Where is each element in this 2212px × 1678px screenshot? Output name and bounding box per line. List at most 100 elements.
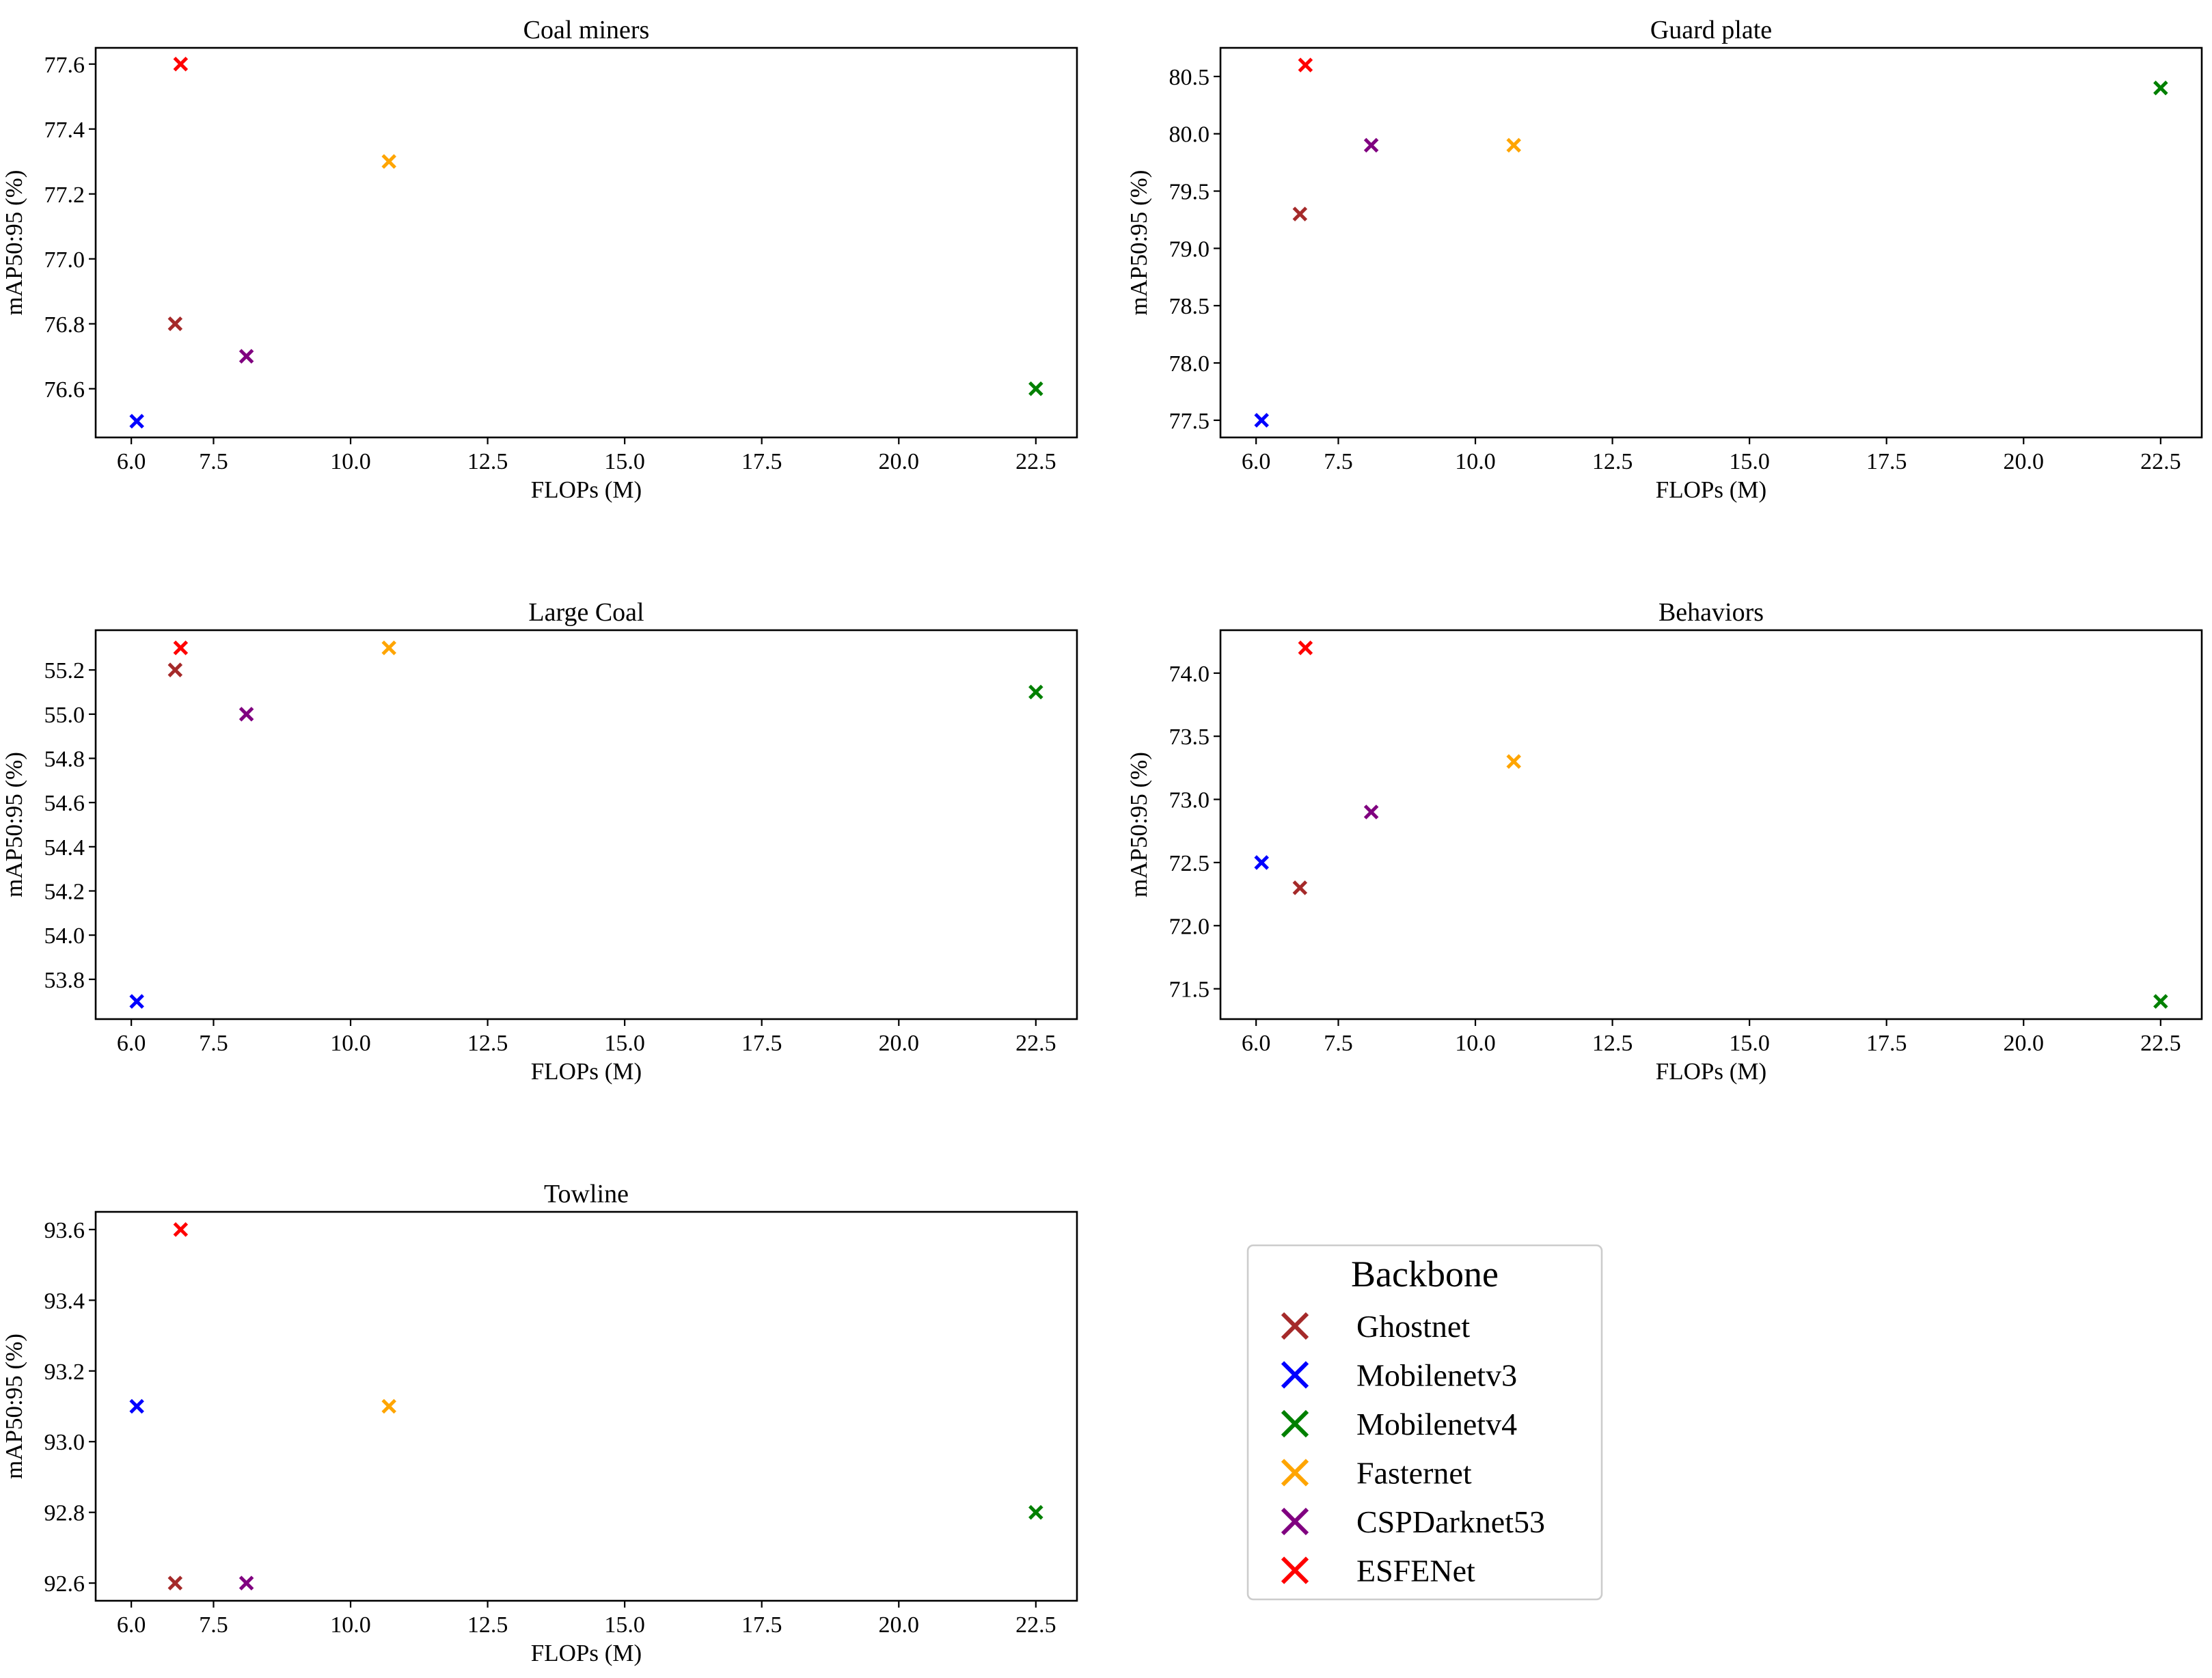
- x-tick-label: 12.5: [1592, 1031, 1633, 1056]
- point-stroke: [129, 994, 144, 1009]
- y-tick-label: 76.8: [44, 312, 85, 338]
- x-tick-label: 22.5: [1015, 1612, 1056, 1638]
- data-point-fasternet: [1506, 137, 1521, 153]
- data-point-ghostnet: [167, 662, 183, 677]
- y-tick-label: 53.8: [44, 968, 85, 993]
- marker-stroke: [1281, 1507, 1309, 1536]
- data-point-ghostnet: [167, 1575, 183, 1591]
- point-stroke: [1506, 754, 1521, 769]
- y-axis-label: mAP50:95 (%): [1125, 170, 1152, 316]
- x-tick-label: 20.0: [2004, 449, 2045, 474]
- legend-label: Fasternet: [1356, 1456, 1472, 1491]
- point-stroke: [238, 349, 254, 364]
- point-stroke: [2153, 994, 2168, 1009]
- data-point-mobilenetv3: [1254, 855, 1269, 870]
- y-axis-label: mAP50:95 (%): [1, 752, 27, 897]
- legend-marker-icon: [1281, 1507, 1309, 1536]
- data-point-cspdarknet53: [1363, 804, 1379, 820]
- x-tick-label: 7.5: [1324, 1031, 1353, 1056]
- y-tick-label: 54.0: [44, 923, 85, 949]
- x-axis-label: FLOPs (M): [531, 1058, 642, 1085]
- point-stroke: [1028, 684, 1043, 700]
- legend: Backbone Ghostnet Mobilenetv3 Mobilenetv4 F…: [1246, 1244, 1603, 1601]
- data-point-esfenet: [1298, 640, 1313, 655]
- point-stroke: [173, 1222, 189, 1237]
- point-stroke: [238, 1575, 254, 1591]
- legend-label: CSPDarknet53: [1356, 1504, 1545, 1539]
- y-tick-label: 79.5: [1169, 180, 1210, 205]
- data-point-esfenet: [1298, 57, 1313, 72]
- x-tick-label: 17.5: [741, 1031, 782, 1056]
- legend-title: Backbone: [1351, 1254, 1499, 1295]
- charts-layer: Coal miners 6.0 7.5 10.0 12.5 15.0 17.5 20.0 22.…: [1, 16, 2203, 1666]
- data-point-mobilenetv4: [2153, 80, 2168, 96]
- data-point-mobilenetv3: [129, 1398, 144, 1414]
- x-tick-label: 15.0: [604, 1031, 645, 1056]
- y-tick-label: 73.5: [1169, 725, 1210, 750]
- x-tick-label: 10.0: [330, 1612, 371, 1638]
- data-point-mobilenetv3: [129, 414, 144, 429]
- data-point-esfenet: [173, 640, 189, 655]
- point-stroke: [129, 1398, 144, 1414]
- y-tick-label: 92.6: [44, 1571, 85, 1597]
- x-tick-label: 15.0: [604, 1612, 645, 1638]
- point-stroke: [1363, 137, 1379, 153]
- y-tick-label: 71.5: [1169, 977, 1210, 1003]
- x-tick-label: 10.0: [330, 449, 371, 474]
- data-point-mobilenetv3: [129, 994, 144, 1009]
- x-tick-label: 20.0: [879, 1612, 920, 1638]
- chart-coal-miners: Coal miners 6.0 7.5 10.0 12.5 15.0 17.5 20.0 22.…: [1, 16, 1078, 503]
- data-point-fasternet: [381, 154, 396, 170]
- legend-entry-ghostnet: Ghostnet: [1281, 1309, 1470, 1344]
- y-axis-label: mAP50:95 (%): [1125, 752, 1152, 897]
- x-tick-label: 6.0: [1242, 449, 1271, 474]
- chart-title: Guard plate: [1650, 16, 1772, 44]
- y-tick-label: 55.0: [44, 703, 85, 728]
- data-point-cspdarknet53: [238, 1575, 254, 1591]
- x-tick-label: 15.0: [604, 449, 645, 474]
- x-tick-label: 22.5: [2140, 449, 2181, 474]
- data-point-esfenet: [173, 56, 189, 72]
- data-point-cspdarknet53: [238, 707, 254, 722]
- x-tick-label: 7.5: [199, 1031, 228, 1056]
- y-tick-label: 74.0: [1169, 662, 1210, 687]
- legend-marker-icon: [1281, 1409, 1309, 1438]
- data-point-ghostnet: [1292, 206, 1308, 221]
- data-point-esfenet: [173, 1222, 189, 1237]
- point-stroke: [167, 1575, 183, 1591]
- x-tick-label: 6.0: [1242, 1031, 1271, 1056]
- x-tick-label: 12.5: [467, 1612, 508, 1638]
- y-axis-label: mAP50:95 (%): [1, 170, 27, 316]
- y-tick-label: 93.0: [44, 1430, 85, 1455]
- x-axis-label: FLOPs (M): [1656, 1058, 1766, 1085]
- y-tick-label: 72.0: [1169, 914, 1210, 939]
- legend-marker-icon: [1281, 1361, 1309, 1389]
- point-stroke: [173, 640, 189, 655]
- x-tick-label: 17.5: [1866, 1031, 1907, 1056]
- x-tick-label: 12.5: [1592, 449, 1633, 474]
- y-tick-label: 54.2: [44, 879, 85, 904]
- x-tick-label: 10.0: [1455, 1031, 1496, 1056]
- point-stroke: [1506, 137, 1521, 153]
- y-tick-label: 79.0: [1169, 236, 1210, 262]
- data-point-cspdarknet53: [1363, 137, 1379, 153]
- point-stroke: [1292, 880, 1308, 895]
- x-tick-label: 15.0: [1729, 449, 1770, 474]
- marker-stroke: [1281, 1409, 1309, 1438]
- x-tick-label: 10.0: [330, 1031, 371, 1056]
- y-tick-label: 72.5: [1169, 851, 1210, 876]
- x-tick-label: 7.5: [199, 449, 228, 474]
- x-tick-label: 7.5: [199, 1612, 228, 1638]
- point-stroke: [167, 316, 183, 331]
- legend-marker-icon: [1281, 1459, 1309, 1487]
- legend-entry-esfenet: ESFENet: [1281, 1554, 1475, 1588]
- point-stroke: [1363, 804, 1379, 820]
- data-point-fasternet: [381, 1398, 396, 1414]
- point-stroke: [1028, 1504, 1043, 1520]
- point-stroke: [381, 154, 396, 170]
- chart-title: Coal miners: [523, 16, 650, 44]
- x-tick-label: 17.5: [1866, 449, 1907, 474]
- legend-label: ESFENet: [1356, 1554, 1475, 1588]
- legend-entry-cspdarknet53: CSPDarknet53: [1281, 1504, 1545, 1539]
